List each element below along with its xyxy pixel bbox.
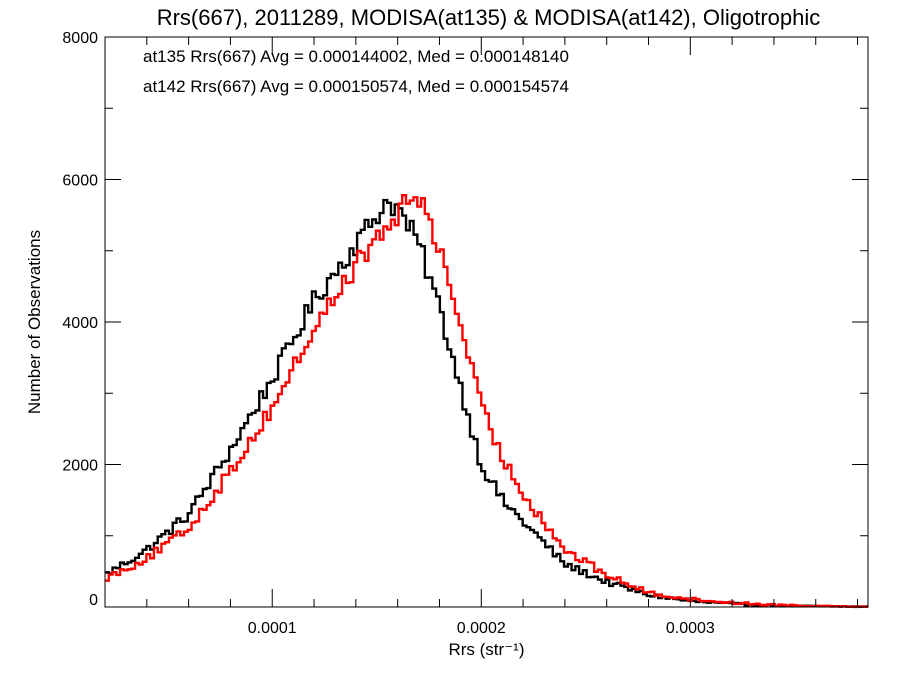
- y-tick-label: 0: [89, 592, 98, 609]
- x-tick-label: 0.0003: [666, 620, 715, 637]
- legend-annotation-at142: at142 Rrs(667) Avg = 0.000150574, Med = …: [143, 77, 569, 96]
- y-tick-label: 4000: [62, 315, 98, 332]
- x-tick-label: 0.0001: [248, 620, 297, 637]
- y-tick-label: 6000: [62, 173, 98, 190]
- chart-title: Rrs(667), 2011289, MODISA(at135) & MODIS…: [157, 5, 821, 30]
- plot-frame: [104, 36, 869, 608]
- y-axis-label: Number of Observations: [25, 230, 44, 414]
- x-axis-label: Rrs (str⁻¹): [448, 640, 524, 659]
- legend-annotation-at135: at135 Rrs(667) Avg = 0.000144002, Med = …: [143, 47, 569, 66]
- y-tick-label: 2000: [62, 458, 98, 475]
- y-tick-label: 8000: [62, 30, 98, 47]
- histogram-series-0: [105, 198, 868, 608]
- x-tick-label: 0.0002: [457, 620, 506, 637]
- histogram-series-1: [105, 194, 868, 609]
- series-layer: [105, 194, 868, 609]
- ticks-layer: 0.0001 0.0002 0.0003 0 2000 4000 6000 8000: [62, 30, 868, 637]
